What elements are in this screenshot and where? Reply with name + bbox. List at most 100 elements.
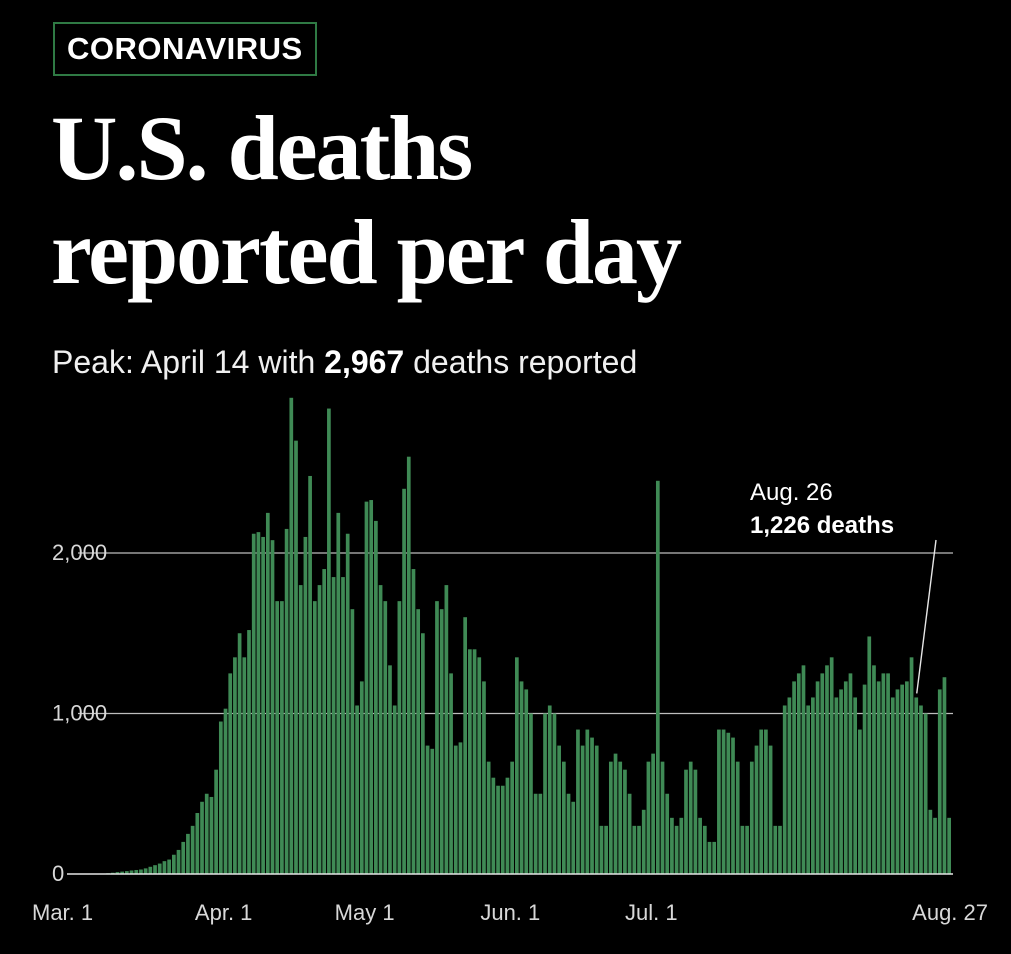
bar-day-176 [905,681,909,874]
bar-day-111 [599,825,604,874]
bar-day-106 [576,729,580,874]
bar-day-153 [796,673,801,875]
bar-day-166 [858,729,862,874]
bar-day-72 [416,609,421,874]
bar-day-32 [228,673,233,875]
bar-day-13 [139,869,143,874]
bar-day-34 [237,633,242,874]
bar-day-49 [308,475,312,874]
bar-day-22 [181,841,186,874]
bar-day-96 [529,713,533,874]
bar-day-27 [204,793,209,874]
bar-day-20 [171,854,176,874]
bar-day-15 [148,866,153,874]
bar-day-98 [538,793,543,874]
bar-day-17 [157,863,162,874]
y-tick-label-2000: 2,000 [52,540,107,565]
bar-day-69 [402,488,406,874]
bar-day-99 [543,713,547,874]
bar-day-87 [486,761,491,874]
bar-day-143 [749,761,754,874]
bar-day-151 [787,697,792,874]
bar-day-160 [829,657,834,874]
bar-day-175 [900,684,905,874]
bar-day-42 [275,601,280,874]
bar-day-38 [256,532,261,874]
bar-day-8 [115,872,120,874]
x-tick-label-3: Jun. 1 [480,900,540,925]
x-tick-label-5: Aug. 27 [912,900,988,925]
bar-day-123 [655,480,660,874]
bar-day-120 [641,809,646,874]
x-tick-label-2: May 1 [335,900,395,925]
bar-day-107 [580,745,585,874]
bar-day-125 [665,793,670,874]
bar-day-133 [702,825,707,874]
subtitle: Peak: April 14 with 2,967 deaths reporte… [52,344,637,381]
bar-day-122 [651,753,655,875]
bar-day-62 [369,500,374,874]
bar-day-93 [515,657,519,874]
bar-day-39 [261,536,265,874]
bar-day-29 [214,769,218,874]
bar-day-127 [674,825,679,874]
bar-day-37 [251,533,256,874]
bar-day-97 [533,793,538,874]
bar-day-92 [510,761,514,874]
bar-day-115 [618,761,623,874]
bar-day-118 [632,825,637,874]
bar-day-164 [848,673,853,875]
peak-value: 2,967 [324,344,405,380]
bar-day-154 [801,665,806,874]
bar-day-45 [289,397,294,874]
bar-day-76 [435,601,439,874]
bar-day-159 [825,665,829,874]
annotation-leader-line [916,539,937,694]
bar-day-141 [740,825,745,874]
bar-day-12 [134,869,139,874]
bar-day-157 [815,681,820,874]
bar-day-86 [482,681,486,874]
bar-day-146 [764,729,768,874]
bar-day-85 [477,657,482,874]
bar-day-90 [500,785,505,874]
bar-day-40 [265,512,270,875]
bar-day-70 [406,456,411,874]
bar-day-88 [491,777,496,874]
bar-day-117 [627,793,632,874]
bar-day-156 [811,697,815,874]
bar-day-170 [876,681,881,874]
bar-day-14 [143,868,148,874]
bar-day-132 [698,817,702,874]
bar-day-57 [345,533,350,874]
bar-day-16 [153,865,157,874]
bar-day-184 [942,677,947,874]
bar-day-142 [745,825,749,874]
title-line-1: U.S. deaths [51,97,473,199]
bar-day-145 [759,729,764,874]
bar-day-18 [162,861,167,874]
bar-day-101 [552,713,557,874]
bar-day-109 [590,737,594,874]
bar-day-19 [167,859,171,874]
bar-day-11 [129,870,134,874]
bar-day-21 [176,849,181,874]
bar-day-177 [909,657,914,874]
bar-day-135 [712,841,717,874]
bar-day-64 [378,585,383,874]
bar-day-178 [914,697,919,874]
bar-day-165 [853,697,858,874]
bar-day-58 [350,609,355,874]
bar-day-179 [919,705,923,874]
subtitle-suffix: deaths reported [404,344,638,380]
bar-day-44 [284,528,289,874]
kicker-label: CORONAVIRUS [53,22,317,76]
bar-day-81 [458,742,463,874]
bar-day-131 [693,769,698,874]
bar-day-63 [374,520,378,874]
bar-day-172 [886,673,890,875]
bar-day-180 [923,713,928,874]
annotation-date: Aug. 26 [750,479,833,506]
bar-day-56 [341,577,345,874]
